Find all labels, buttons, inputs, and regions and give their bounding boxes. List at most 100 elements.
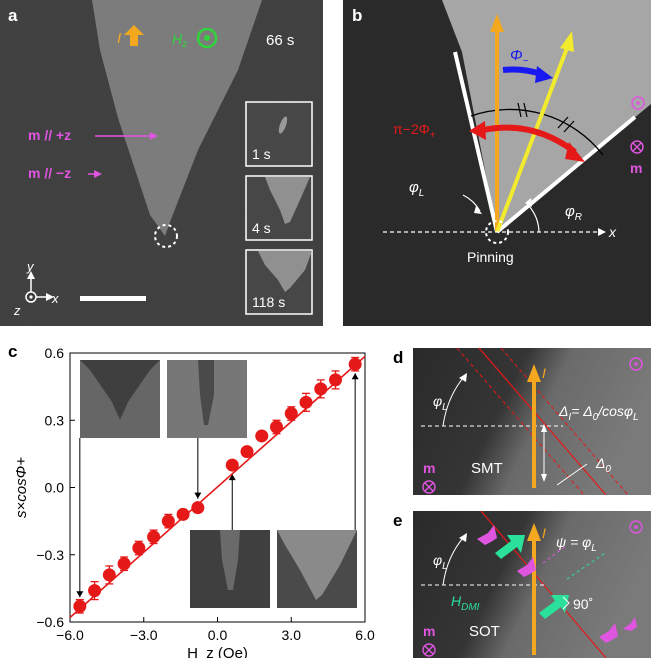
data-point [240, 445, 254, 459]
data-point [161, 514, 175, 528]
y-tick-label: 0.3 [45, 412, 65, 428]
x-tick-label: −3.0 [130, 627, 158, 643]
phi-L-label: φL [409, 179, 424, 199]
angle-label: 90˚ [573, 596, 593, 612]
m-label: m [630, 160, 642, 176]
field-label: Hz [172, 31, 187, 50]
data-point [88, 584, 102, 598]
pi-arrow-left-icon [469, 121, 486, 140]
field-out-icon [196, 27, 218, 49]
annotation-arrowhead [228, 474, 236, 481]
m-in-icon [422, 480, 436, 494]
data-point [117, 557, 131, 571]
m-out-icon [629, 357, 643, 371]
time-label: 66 s [266, 32, 294, 49]
panel-e-label: e [393, 511, 403, 530]
data-point [255, 429, 269, 443]
left-wall [453, 51, 499, 233]
current-label: I [542, 525, 546, 541]
inset-1-label: 1 s [252, 146, 271, 162]
chart-inset-4 [277, 530, 357, 608]
data-point [270, 420, 283, 434]
panel-c: c −6.0 −3.0 0.0 3.0 6.0 0.6 0.3 0.0 −0.3 −0.6 s×c… [0, 340, 380, 662]
data-point [132, 541, 146, 555]
phi-L-label: φL [433, 552, 448, 572]
panel-e: e φL I H [391, 505, 651, 658]
panel-e-diagram: φL I HDMI ψ = φL 90˚ SOT m [413, 510, 651, 658]
inset-3: 118 s [245, 249, 313, 315]
pi-label: π−2Φ+ [393, 121, 436, 141]
chart-inset-1 [80, 360, 160, 438]
m-plus-arrow-icon [150, 132, 158, 140]
data-point [225, 458, 239, 472]
pi-arrow-right-icon [565, 142, 585, 162]
phi-minus-label: Φ− [510, 47, 529, 67]
scale-bar [80, 296, 146, 301]
x-axis-label: x [608, 224, 617, 240]
m-minus-label: m // −z [28, 165, 71, 181]
delta0-label: Δ0 [595, 455, 611, 475]
y-tick-label: −0.3 [36, 547, 64, 563]
panel-b-label: b [352, 6, 363, 25]
panel-a-image: I Hz 66 s m // +z m // −z 1 s 4 s 118 s [0, 0, 323, 326]
mode-label: SMT [471, 460, 503, 477]
panel-b-diagram: I Φ− π−2Φ+ φL φR x Pinning m [343, 0, 651, 326]
m-label: m [423, 460, 435, 476]
data-point [314, 382, 328, 396]
pinning-label: Pinning [467, 249, 514, 265]
phi-R-label: φR [565, 203, 582, 223]
panel-d-label: d [393, 348, 404, 367]
m-in-icon [422, 643, 436, 657]
inset-1: 1 s [245, 101, 313, 167]
data-point [284, 407, 298, 421]
delta-eq-label: ΔI= Δ0/cosφL [558, 403, 639, 423]
m-plus-label: m // +z [28, 127, 71, 143]
panel-c-chart: −6.0 −3.0 0.0 3.0 6.0 0.6 0.3 0.0 −0.3 −0.6 s×cos… [13, 345, 375, 662]
annotation-arrowhead [76, 591, 84, 598]
current-arrow-icon [527, 364, 541, 382]
panel-c-label: c [8, 342, 18, 361]
hdmi-label: HDMI [451, 593, 480, 613]
domain-wedge [442, 0, 651, 232]
y-tick-label: 0.6 [45, 345, 65, 361]
inset-3-label: 118 s [252, 294, 285, 310]
svg-text:x: x [51, 291, 59, 306]
m-label: m [423, 623, 435, 639]
current-arrow-icon [124, 25, 144, 46]
data-point [191, 501, 205, 515]
panel-d-diagram: φL I ΔI= Δ0/cosφL Δ0 SMT m [413, 347, 651, 495]
chart-inset-2 [167, 360, 247, 438]
data-point [329, 373, 342, 387]
current-arrow-icon [527, 523, 541, 541]
pinning-circle [154, 224, 178, 248]
annotation-arrowhead [351, 373, 359, 380]
data-point [176, 507, 190, 521]
x-axis-label: H_z (Oe) [187, 645, 248, 658]
svg-text:z: z [13, 303, 21, 318]
inset-2: 4 s [245, 175, 313, 241]
fit-line [69, 355, 366, 619]
inset-2-label: 4 s [252, 220, 271, 236]
panel-a: I Hz 66 s m // +z m // −z 1 s 4 s 118 s [0, 0, 323, 326]
current-label: I [542, 365, 546, 381]
m-out-icon [629, 520, 643, 534]
y-axis-label: s×cosΦ+ [13, 457, 30, 518]
m-out-icon [631, 96, 645, 110]
x-tick-label: 6.0 [355, 627, 375, 643]
annotation-arrowhead [194, 492, 202, 499]
current-label: I [494, 16, 498, 32]
data-point [73, 599, 87, 613]
x-tick-label: 3.0 [282, 627, 302, 643]
m-arrows-icon [477, 525, 637, 643]
hdmi-arrows-icon [495, 535, 569, 619]
m-in-icon [630, 140, 644, 154]
current-arrow-icon [490, 14, 504, 32]
x-tick-label: −6.0 [56, 627, 84, 643]
phi-minus-arrow-icon [535, 66, 553, 83]
y-tick-label: 0.0 [45, 480, 65, 496]
panel-a-label: a [8, 6, 18, 25]
x-tick-label: 0.0 [208, 627, 228, 643]
chart-inset-3 [190, 530, 270, 608]
data-point [348, 357, 362, 371]
right-wall [495, 115, 637, 234]
